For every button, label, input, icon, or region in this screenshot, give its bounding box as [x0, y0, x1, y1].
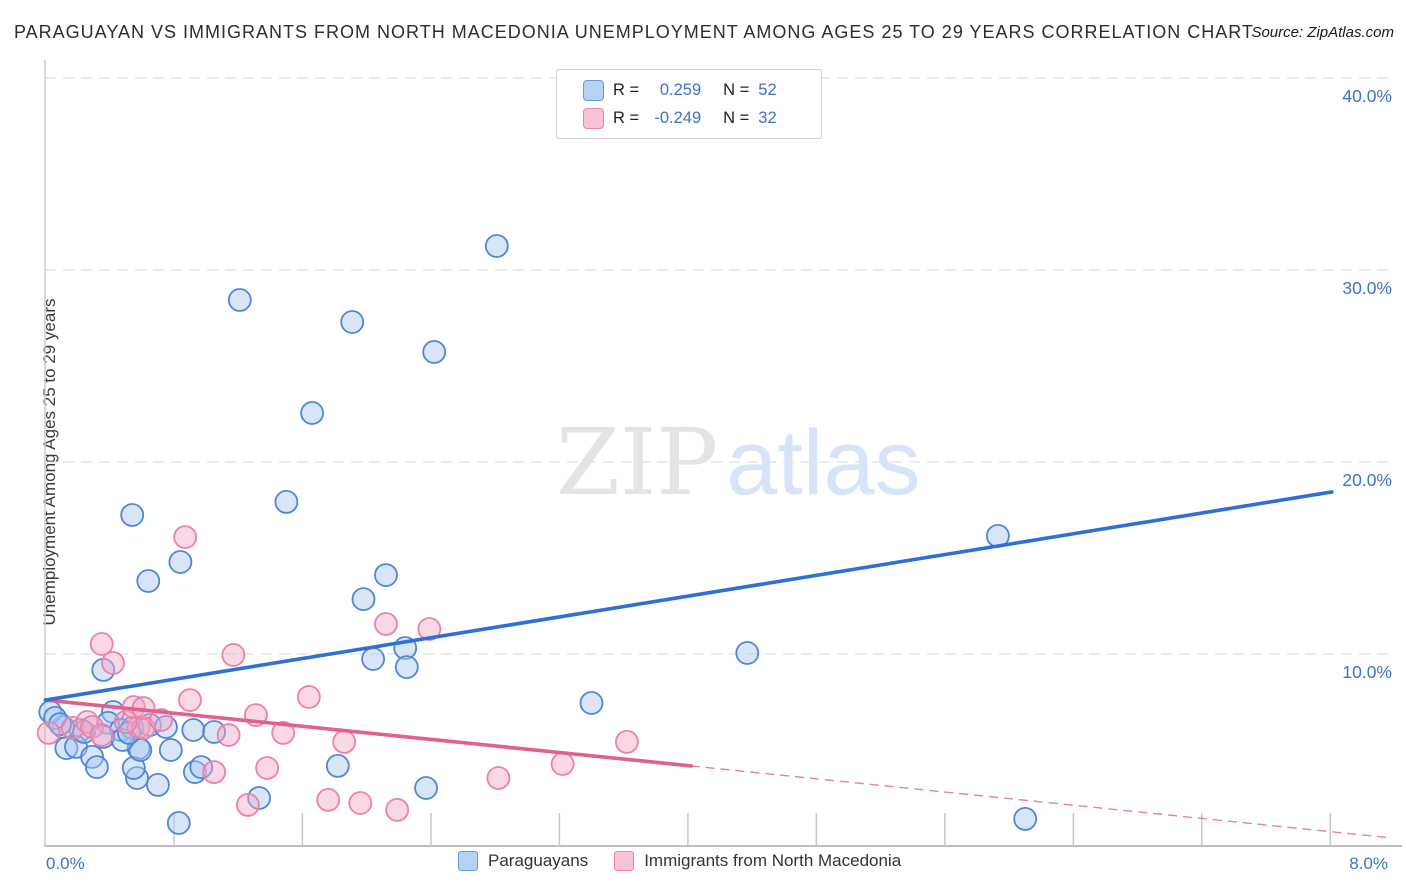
legend-label: Paraguayans	[488, 851, 589, 870]
legend-item-paraguayans: Paraguayans	[458, 851, 588, 871]
x-tick-marks	[173, 813, 1332, 846]
zipatlas-watermark: ZIPatlas	[556, 409, 921, 516]
series-legend: Paraguayans Immigrants from North Macedo…	[458, 851, 901, 871]
n-value: 52	[758, 80, 777, 99]
n-label: N =	[723, 108, 750, 127]
y-tick-label-30: 30.0%	[1342, 278, 1392, 298]
chart-title: PARAGUAYAN VS IMMIGRANTS FROM NORTH MACE…	[14, 22, 1254, 42]
correlation-legend-box: R = 0.259 N = 52 R = -0.249 N = 32	[556, 69, 822, 139]
source-attribution: Source: ZipAtlas.com	[1251, 24, 1394, 41]
n-label: N =	[723, 80, 750, 99]
gridlines	[45, 77, 1392, 655]
axes	[44, 60, 1402, 847]
x-tick-label-max: 8.0%	[1349, 854, 1388, 873]
trend-lines	[43, 490, 1393, 839]
legend-row-paraguayans: R = 0.259 N = 52	[583, 78, 821, 102]
y-tick-label-40: 40.0%	[1342, 86, 1392, 106]
series-points-paraguayans	[38, 234, 1038, 835]
x-tick-label-min: 0.0%	[46, 854, 85, 873]
r-value: 0.259	[659, 80, 702, 99]
pink-series-swatch	[614, 851, 635, 871]
n-value: 32	[758, 108, 777, 127]
legend-label: Immigrants from North Macedonia	[644, 851, 902, 870]
r-label: R =	[613, 80, 640, 99]
r-value: -0.249	[654, 108, 702, 127]
y-tick-label-10: 10.0%	[1342, 662, 1392, 682]
y-tick-label-20: 20.0%	[1342, 470, 1392, 490]
pink-series-swatch	[583, 107, 604, 129]
legend-row-north-macedonia: R = -0.249 N = 32	[583, 106, 821, 130]
blue-series-swatch	[583, 79, 604, 101]
blue-series-swatch	[458, 851, 478, 871]
series-points-north-macedonia	[36, 525, 639, 822]
legend-item-north-macedonia: Immigrants from North Macedonia	[614, 851, 901, 871]
r-label: R =	[613, 108, 640, 127]
